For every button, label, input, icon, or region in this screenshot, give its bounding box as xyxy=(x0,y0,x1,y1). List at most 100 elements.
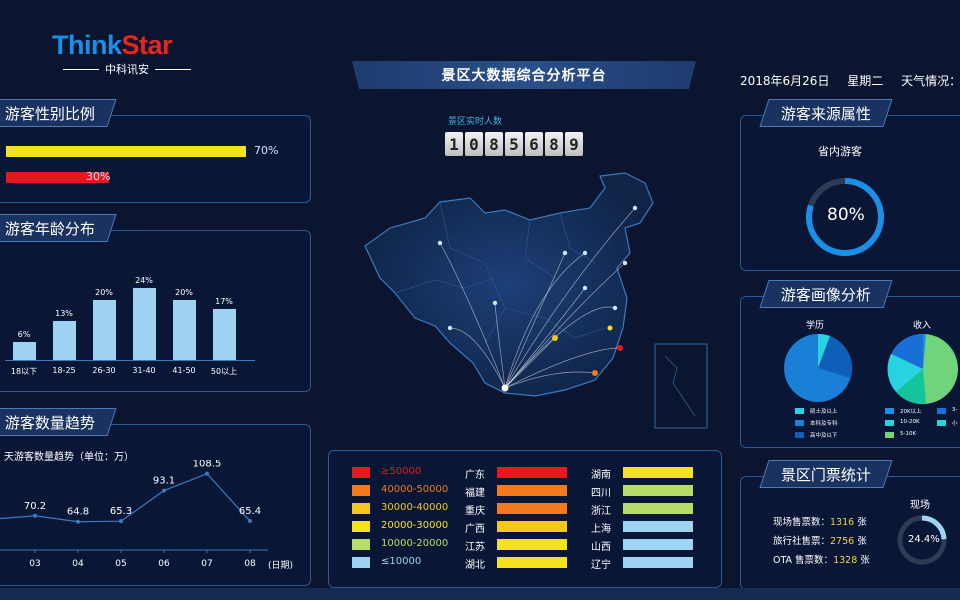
ticket-row: 旅行社售票：2756 张 xyxy=(773,533,867,547)
date-weather: 2018年6月26日 星期二 天气情况： xyxy=(740,72,960,89)
edu-legend-swatch xyxy=(795,432,804,438)
gender-panel-title: 游客性别比例 xyxy=(0,99,117,127)
weekday-text: 星期二 xyxy=(847,74,884,88)
province-label: 福建 xyxy=(465,488,485,499)
counter-digit: 6 xyxy=(525,132,543,156)
ticket-unit: 张 xyxy=(854,536,867,547)
age-pct: 20% xyxy=(175,288,193,297)
gender-bar-female xyxy=(6,172,109,183)
age-panel-title: 游客年龄分布 xyxy=(0,214,117,242)
counter-digit: 0 xyxy=(465,132,483,156)
province-bar xyxy=(623,467,693,478)
counter-digit: 8 xyxy=(485,132,503,156)
source-panel xyxy=(740,115,960,271)
province-bar xyxy=(497,521,567,532)
edu-legend-label: 本科及专科 xyxy=(810,421,838,427)
legend-range-label: 10000-20000 xyxy=(381,538,449,549)
ticket-unit: 张 xyxy=(854,517,867,528)
trend-value-label: 65.4 xyxy=(239,506,261,517)
legend-swatch xyxy=(352,503,370,514)
province-label: 江苏 xyxy=(465,542,485,553)
ticket-value: 2756 xyxy=(830,536,855,547)
legend-swatch xyxy=(352,467,370,478)
ticket-panel xyxy=(740,476,960,590)
income-legend-swatch xyxy=(937,420,946,426)
trend-x-unit: (日期) xyxy=(268,561,294,571)
age-pct: 13% xyxy=(55,309,73,318)
trend-value-label: 70.2 xyxy=(24,501,46,512)
edu-legend-swatch xyxy=(795,408,804,414)
income-legend-label: 20K以上 xyxy=(900,409,922,415)
province-bar xyxy=(497,503,567,514)
province-bar xyxy=(497,557,567,568)
legend-range-label: ≤10000 xyxy=(381,556,422,567)
gender-panel xyxy=(0,115,311,203)
ticket-panel-title: 景区门票统计 xyxy=(759,460,893,488)
gender-pct-male: 70% xyxy=(254,144,279,157)
province-label: 广东 xyxy=(465,470,485,481)
income-title: 收入 xyxy=(913,321,932,331)
logo-title: ThinkStar xyxy=(52,30,173,60)
trend-point xyxy=(162,488,166,493)
map-flow-lines xyxy=(439,207,636,389)
edu-pie xyxy=(784,333,852,402)
trend-point xyxy=(76,519,80,524)
china-map xyxy=(364,172,708,429)
edu-legend-label: 高中及以下 xyxy=(810,433,838,439)
province-bar xyxy=(623,503,693,514)
ticket-label: 旅行社售票： xyxy=(773,536,831,547)
ticket-gauge xyxy=(897,515,947,565)
age-label: 26-30 xyxy=(92,366,116,375)
portrait-panel-title: 游客画像分析 xyxy=(759,280,893,308)
legend-swatch xyxy=(352,557,370,568)
gender-bar-male xyxy=(6,146,246,157)
trend-panel xyxy=(0,424,311,586)
age-bar xyxy=(213,309,236,360)
ticket-row: OTA 售票数：1328 张 xyxy=(773,552,870,566)
trend-point xyxy=(33,513,37,518)
province-label: 四川 xyxy=(591,488,611,499)
source-label: 省内游客 xyxy=(818,145,862,158)
counter-digit: 5 xyxy=(505,132,523,156)
weather-label: 天气情况： xyxy=(901,74,960,88)
gender-pct-female: 30% xyxy=(86,170,111,183)
ticket-gauge-title: 现场 xyxy=(910,500,930,511)
trend-value-label: 65.3 xyxy=(110,506,132,517)
province-label: 山西 xyxy=(591,542,611,553)
bottom-strip xyxy=(0,588,960,600)
trend-x-label: 07 xyxy=(201,559,212,569)
province-label: 重庆 xyxy=(465,506,485,517)
trend-value-label: 64.8 xyxy=(67,507,89,518)
income-legend-label: 10-20K xyxy=(900,419,920,425)
province-bar xyxy=(623,485,693,496)
income-legend-label: 3- xyxy=(952,407,958,413)
counter-label: 景区实时人数 xyxy=(448,117,503,127)
map-outline xyxy=(364,172,654,397)
legend-range-label: ≥50000 xyxy=(381,466,422,477)
age-bar xyxy=(93,300,116,360)
trend-value-label: 93.1 xyxy=(153,476,175,487)
age-label: 50以上 xyxy=(210,367,238,376)
age-bar xyxy=(133,288,156,360)
income-legend-swatch xyxy=(885,420,894,426)
age-bar xyxy=(53,321,76,360)
source-panel-title: 游客来源属性 xyxy=(759,99,893,127)
date-text: 2018年6月26日 xyxy=(740,74,830,88)
legend-swatch xyxy=(352,485,370,496)
age-bar xyxy=(13,342,36,360)
trend-point xyxy=(205,471,209,476)
map-cities xyxy=(437,205,638,331)
legend-range-label: 20000-30000 xyxy=(381,520,449,531)
province-label: 上海 xyxy=(591,524,611,535)
province-label: 浙江 xyxy=(591,506,611,517)
trend-x-label: 05 xyxy=(115,559,126,569)
ticket-unit: 张 xyxy=(857,555,870,566)
ticket-row: 现场售票数：1316 张 xyxy=(773,514,867,528)
income-pie xyxy=(887,333,958,405)
legend-swatch xyxy=(352,521,370,532)
edu-title: 学历 xyxy=(806,321,825,331)
ticket-label: 现场售票数： xyxy=(773,517,831,528)
logo: ThinkStar 中科讯安 xyxy=(52,30,202,77)
province-label: 辽宁 xyxy=(591,560,611,571)
trend-point xyxy=(119,519,123,524)
